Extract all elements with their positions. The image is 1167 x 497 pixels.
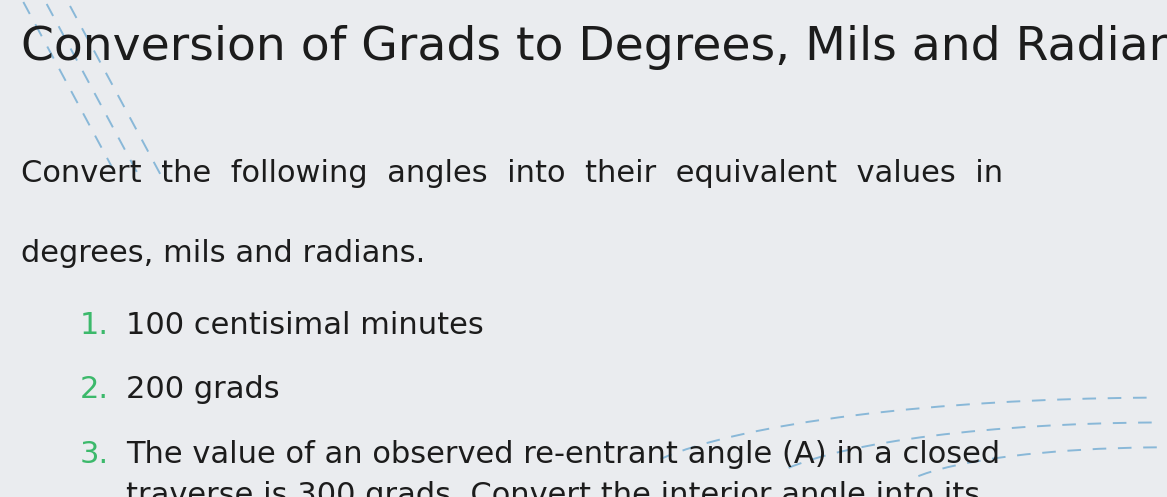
Text: Convert  the  following  angles  into  their  equivalent  values  in: Convert the following angles into their …: [21, 159, 1004, 188]
Text: 3.: 3.: [79, 440, 109, 469]
Text: The value of an observed re-entrant angle (A) in a closed
traverse is 300 grads.: The value of an observed re-entrant angl…: [126, 440, 1000, 497]
Text: 2.: 2.: [79, 375, 109, 404]
Text: Conversion of Grads to Degrees, Mils and Radians: Conversion of Grads to Degrees, Mils and…: [21, 25, 1167, 70]
Text: 100 centisimal minutes: 100 centisimal minutes: [126, 311, 484, 339]
Text: 1.: 1.: [79, 311, 109, 339]
Text: degrees, mils and radians.: degrees, mils and radians.: [21, 239, 425, 267]
Text: 200 grads: 200 grads: [126, 375, 280, 404]
